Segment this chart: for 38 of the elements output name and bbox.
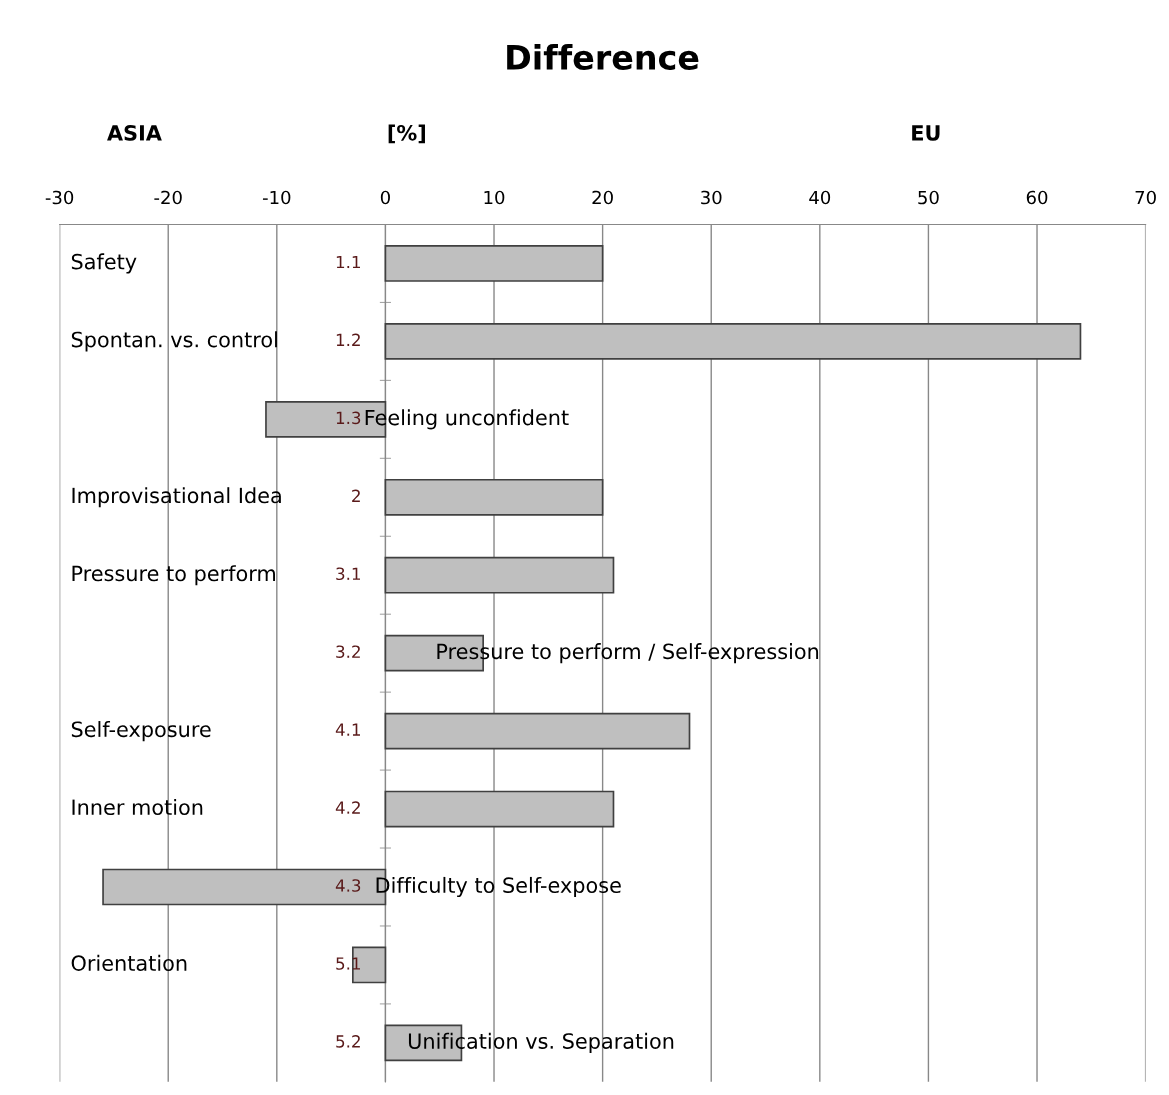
x-tick-label: 10 bbox=[484, 190, 505, 205]
y-tick-label: 1.2 bbox=[336, 333, 360, 346]
bar bbox=[384, 245, 604, 282]
x-tick-label: 60 bbox=[1026, 190, 1048, 205]
y-tick-label: 3.1 bbox=[336, 567, 360, 581]
bar bbox=[384, 712, 691, 750]
x-tick-label: -20 bbox=[154, 190, 182, 205]
annotation: Inner motion bbox=[72, 798, 203, 816]
x-tick-label: 70 bbox=[1135, 190, 1156, 205]
x-tick-label: 20 bbox=[592, 190, 613, 205]
y-tick-label: 1.3 bbox=[336, 411, 361, 425]
annotation: Self-exposure bbox=[71, 721, 211, 742]
text: [%] bbox=[388, 124, 425, 144]
annotation: Improvisational Idea bbox=[72, 487, 281, 508]
annotation: Pressure to perform bbox=[72, 565, 275, 586]
annotation: Safety bbox=[71, 253, 137, 274]
y-tick-label: 4.1 bbox=[335, 723, 360, 736]
annotation: Orientation bbox=[71, 954, 187, 971]
chart-title: Difference bbox=[507, 44, 699, 70]
bar bbox=[384, 478, 604, 516]
x-tick-label: -30 bbox=[45, 190, 74, 205]
x-tick-label: 0 bbox=[380, 190, 390, 205]
x-tick-label: 40 bbox=[809, 190, 831, 205]
y-tick-label: 5.2 bbox=[336, 1035, 360, 1048]
bar bbox=[384, 790, 615, 828]
x-tick-label: 30 bbox=[701, 190, 722, 205]
bar bbox=[384, 556, 615, 594]
y-tick-label: 1.1 bbox=[336, 255, 360, 269]
x-tick-label: 50 bbox=[918, 190, 939, 205]
y-tick-label: 4.2 bbox=[335, 801, 360, 814]
text: EU bbox=[912, 125, 940, 141]
y-tick-label: 3.2 bbox=[336, 645, 360, 658]
bar bbox=[384, 323, 1082, 360]
annotation: Spontan. vs. control bbox=[71, 331, 277, 352]
y-tick-label: 2 bbox=[352, 489, 360, 502]
text: ASIA bbox=[107, 124, 162, 141]
y-tick-label: 4.3 bbox=[335, 879, 361, 892]
x-tick-label: -10 bbox=[262, 190, 291, 205]
